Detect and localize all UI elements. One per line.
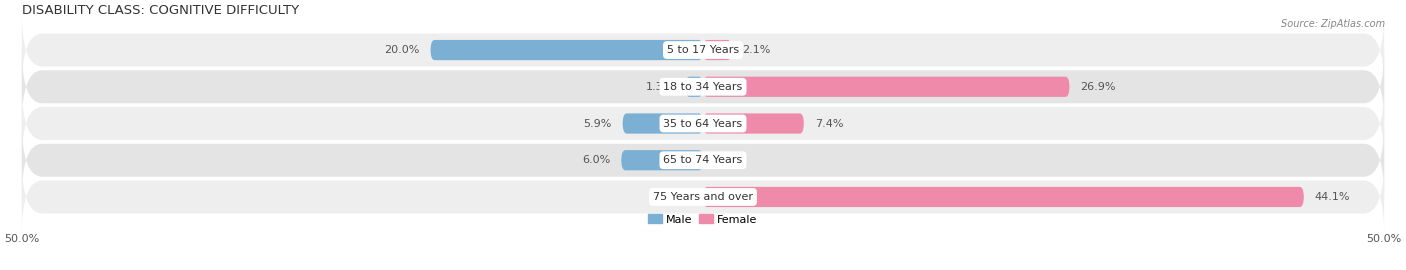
FancyBboxPatch shape	[430, 40, 703, 60]
Text: 75 Years and over: 75 Years and over	[652, 192, 754, 202]
Text: 18 to 34 Years: 18 to 34 Years	[664, 82, 742, 92]
FancyBboxPatch shape	[703, 187, 1303, 207]
FancyBboxPatch shape	[703, 40, 731, 60]
FancyBboxPatch shape	[21, 158, 1385, 235]
Text: 6.0%: 6.0%	[582, 155, 610, 165]
FancyBboxPatch shape	[621, 150, 703, 170]
Legend: Male, Female: Male, Female	[644, 210, 762, 229]
Text: Source: ZipAtlas.com: Source: ZipAtlas.com	[1281, 19, 1385, 29]
FancyBboxPatch shape	[21, 122, 1385, 199]
Text: 5 to 17 Years: 5 to 17 Years	[666, 45, 740, 55]
FancyBboxPatch shape	[685, 77, 703, 97]
FancyBboxPatch shape	[21, 48, 1385, 125]
FancyBboxPatch shape	[21, 85, 1385, 162]
Text: 65 to 74 Years: 65 to 74 Years	[664, 155, 742, 165]
FancyBboxPatch shape	[703, 113, 804, 134]
Text: DISABILITY CLASS: COGNITIVE DIFFICULTY: DISABILITY CLASS: COGNITIVE DIFFICULTY	[21, 4, 299, 17]
FancyBboxPatch shape	[703, 77, 1070, 97]
FancyBboxPatch shape	[21, 12, 1385, 89]
Text: 1.3%: 1.3%	[647, 82, 675, 92]
Text: 44.1%: 44.1%	[1315, 192, 1350, 202]
Text: 7.4%: 7.4%	[814, 119, 844, 129]
Text: 2.1%: 2.1%	[742, 45, 770, 55]
Text: 0.0%: 0.0%	[714, 155, 742, 165]
Text: 20.0%: 20.0%	[384, 45, 419, 55]
FancyBboxPatch shape	[623, 113, 703, 134]
Text: 35 to 64 Years: 35 to 64 Years	[664, 119, 742, 129]
Text: 26.9%: 26.9%	[1080, 82, 1116, 92]
Text: 5.9%: 5.9%	[583, 119, 612, 129]
Text: 0.0%: 0.0%	[664, 192, 692, 202]
